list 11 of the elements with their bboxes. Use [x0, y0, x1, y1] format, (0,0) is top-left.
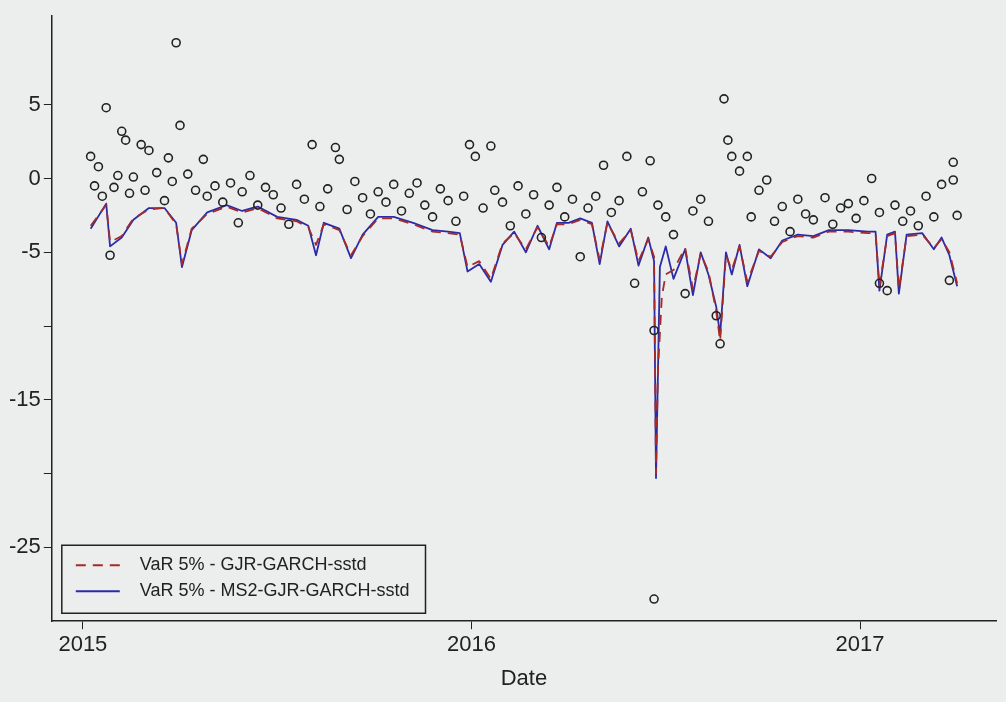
- legend-label: VaR 5% - GJR-GARCH-sstd: [139, 554, 367, 575]
- y-tick-label: -15: [9, 385, 41, 411]
- x-tick-label: 2017: [835, 631, 885, 657]
- legend-label: VaR 5% - MS2-GJR-GARCH-sstd: [139, 580, 410, 601]
- y-tick-label: -25: [9, 533, 41, 559]
- y-tick-label: -5: [21, 238, 41, 264]
- x-tick-label: 2016: [446, 631, 496, 657]
- x-axis-title: Date: [500, 664, 548, 690]
- x-tick-label: 2015: [58, 631, 108, 657]
- y-tick-label: 5: [28, 90, 41, 116]
- y-tick-label: 0: [28, 164, 41, 190]
